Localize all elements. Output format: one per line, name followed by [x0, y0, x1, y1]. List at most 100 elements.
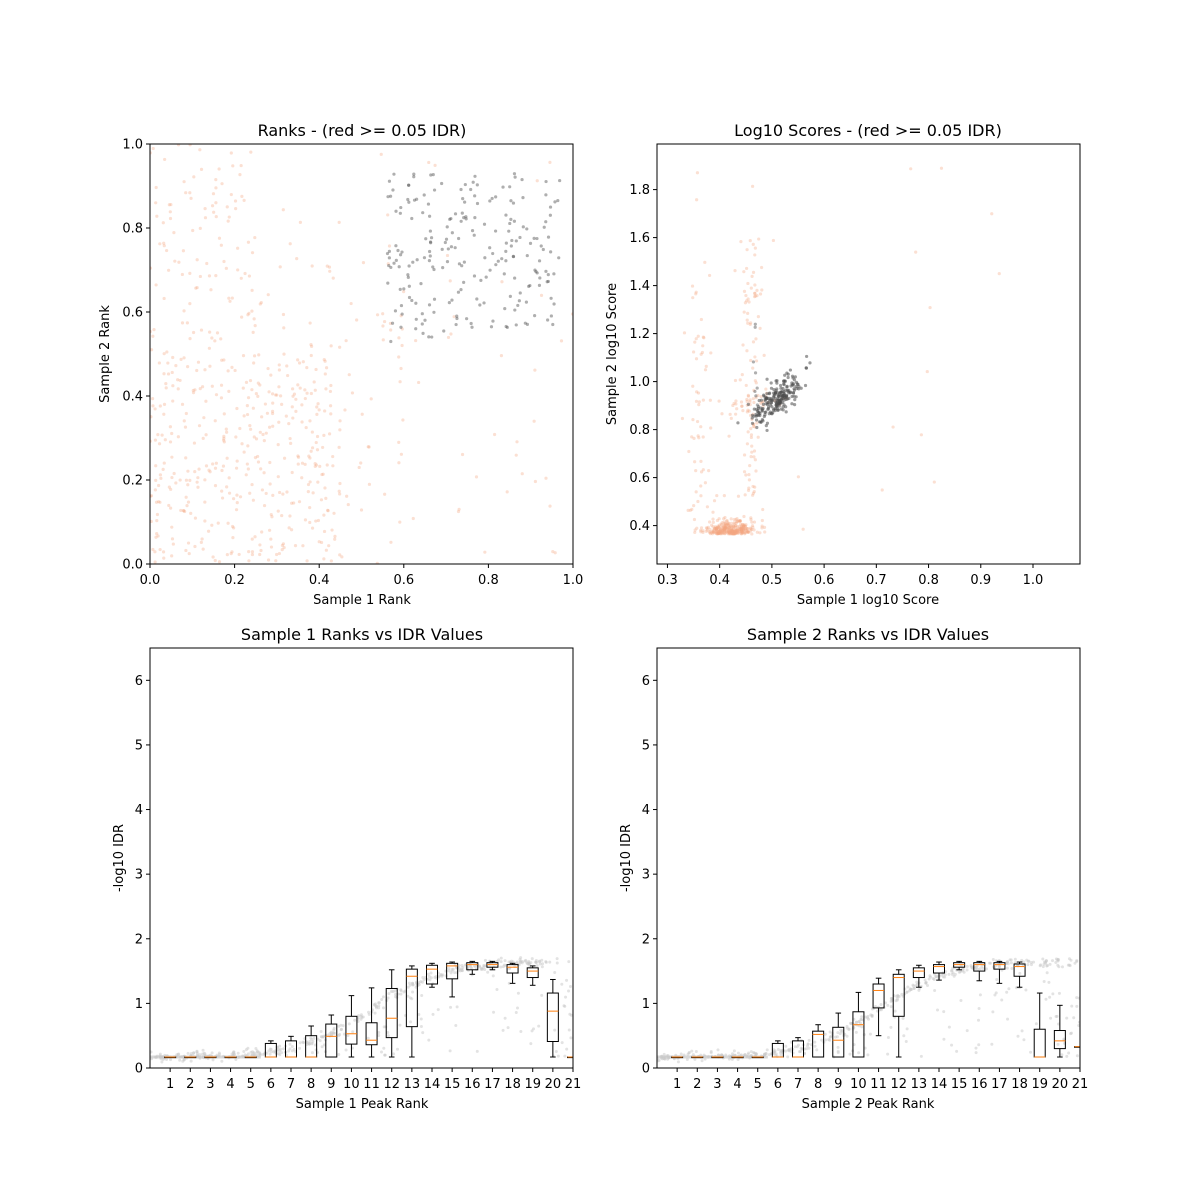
scatter-point-fail — [754, 359, 759, 363]
scatter-point-fail — [757, 237, 761, 241]
scatter-point-fail — [186, 541, 191, 545]
scatter-point-fail — [734, 528, 738, 533]
scatter-point-pass — [793, 403, 797, 407]
scatter-point-fail — [720, 521, 724, 525]
idr-point — [449, 971, 453, 975]
scatter-point-fail — [733, 532, 737, 536]
idr-point — [359, 1013, 363, 1017]
scatter-point-fail — [744, 266, 749, 271]
scatter-point-pass — [539, 244, 543, 248]
box-body — [973, 962, 986, 972]
scatter-point-pass — [535, 236, 539, 241]
idr-point — [836, 1051, 840, 1055]
panel-sample1-box: Sample 1 Ranks vs IDR Values 1 2 3 4 5 6 7 8 9 10… — [112, 625, 581, 1112]
scatter-point-pass — [509, 217, 513, 221]
scatter-point-fail — [714, 530, 718, 534]
scatter-point-fail — [758, 531, 762, 535]
scatter-point-fail — [735, 520, 739, 524]
scatter-point-fail — [323, 372, 327, 376]
scatter-point-fail — [236, 246, 240, 250]
scatter-point-fail — [732, 521, 736, 525]
scatter-point-fail — [754, 469, 758, 473]
scatter-point-fail — [801, 527, 805, 531]
idr-point — [977, 1043, 981, 1047]
scatter-point-fail — [328, 269, 332, 273]
scatter-point-pass — [393, 309, 398, 313]
idr-point — [784, 1044, 788, 1048]
scatter-point-fail — [714, 530, 718, 534]
scatter-point-fail — [719, 522, 723, 526]
scatter-point-fail — [315, 405, 319, 409]
scatter-point-fail — [460, 452, 465, 457]
scatter-point-fail — [214, 461, 218, 465]
scatter-point-fail — [323, 359, 327, 363]
x-tick-label: 18 — [504, 1077, 521, 1092]
box-8 — [305, 1025, 318, 1058]
scatter-point-pass — [400, 250, 404, 254]
idr-point — [959, 998, 963, 1002]
scatter-point-fail — [727, 531, 732, 535]
idr-point — [386, 1031, 390, 1035]
scatter-point-pass — [449, 245, 454, 249]
scatter-point-fail — [211, 462, 215, 466]
scatter-point-pass — [453, 246, 457, 250]
scatter-point-fail — [398, 380, 402, 384]
idr-point — [287, 1049, 291, 1053]
scatter-point-fail — [696, 434, 700, 438]
scatter-point-fail — [254, 391, 258, 396]
y-tick-label: 0.4 — [629, 519, 650, 534]
scatter-point-fail — [711, 520, 715, 524]
scatter-point-fail — [387, 244, 392, 248]
idr-point — [1069, 1032, 1073, 1036]
scatter-point-fail — [686, 508, 690, 512]
idr-point — [292, 1047, 296, 1051]
idr-point — [254, 1046, 258, 1050]
scatter-point-fail — [318, 464, 322, 468]
scatter-point-fail — [166, 361, 170, 365]
scatter-point-pass — [791, 382, 796, 386]
scatter-point-fail — [711, 530, 715, 534]
scatter-point-fail — [245, 404, 249, 408]
scatter-point-fail — [154, 535, 158, 539]
idr-point — [1032, 960, 1036, 964]
scatter-point-pass — [406, 273, 410, 277]
scatter-point-fail — [280, 402, 284, 406]
scatter-point-pass — [773, 408, 777, 413]
scatter-point-fail — [732, 525, 736, 529]
scatter-point-fail — [697, 436, 701, 440]
scatter-point-pass — [427, 335, 431, 339]
scatter-point-fail — [730, 528, 734, 533]
box-body — [872, 983, 885, 1009]
scatter-point-pass — [549, 314, 553, 318]
idr-point — [891, 997, 895, 1001]
scatter-point-pass — [488, 246, 492, 250]
scatter-point-pass — [387, 179, 392, 183]
scatter-point-fail — [756, 315, 761, 319]
scatter-point-pass — [390, 321, 395, 325]
scatter-point-fail — [154, 185, 158, 190]
scatter-point-fail — [264, 431, 268, 435]
scatter-point-fail — [734, 524, 738, 528]
scatter-point-fail — [739, 526, 744, 530]
idr-point — [332, 1026, 336, 1030]
idr-point — [1069, 958, 1073, 962]
scatter-point-fail — [733, 525, 737, 530]
idr-point — [541, 962, 545, 966]
scatter-point-fail — [723, 523, 727, 528]
scatter-point-fail — [287, 526, 291, 530]
scatter-point-fail — [184, 478, 189, 482]
scatter-point-fail — [326, 509, 330, 513]
scatter-point-fail — [202, 416, 206, 420]
scatter-point-fail — [764, 387, 768, 391]
scatter-point-fail — [742, 289, 747, 293]
idr-point — [932, 978, 936, 982]
scatter-point-fail — [296, 383, 300, 387]
scatter-point-fail — [745, 527, 749, 531]
scatter-point-fail — [716, 532, 720, 536]
scatter-point-fail — [752, 449, 757, 453]
scatter-point-fail — [217, 167, 221, 171]
box-17 — [486, 960, 499, 971]
idr-point — [417, 1012, 421, 1016]
scatter-point-fail — [249, 150, 253, 154]
idr-point — [926, 983, 930, 987]
